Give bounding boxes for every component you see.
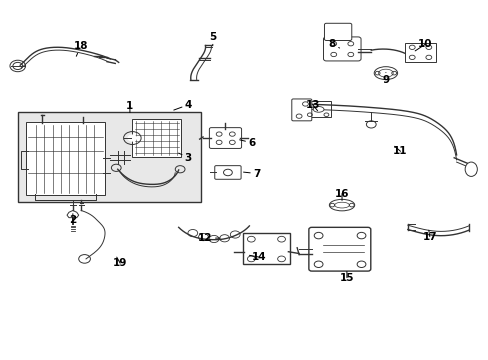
FancyBboxPatch shape <box>26 122 104 195</box>
Text: 11: 11 <box>392 146 407 156</box>
Text: 7: 7 <box>243 168 260 179</box>
Ellipse shape <box>464 162 476 176</box>
Text: 4: 4 <box>173 100 192 110</box>
Text: 13: 13 <box>305 100 319 111</box>
FancyBboxPatch shape <box>291 99 311 121</box>
Text: 15: 15 <box>339 271 353 283</box>
Text: 16: 16 <box>334 189 348 201</box>
Ellipse shape <box>378 69 392 77</box>
FancyBboxPatch shape <box>308 227 370 271</box>
Text: 9: 9 <box>382 72 388 85</box>
FancyBboxPatch shape <box>214 166 241 179</box>
FancyBboxPatch shape <box>306 102 330 117</box>
Text: 3: 3 <box>178 153 192 163</box>
Polygon shape <box>67 211 79 218</box>
Ellipse shape <box>334 202 348 208</box>
FancyBboxPatch shape <box>323 37 360 61</box>
Text: 19: 19 <box>113 257 127 268</box>
Text: 10: 10 <box>414 40 431 51</box>
FancyBboxPatch shape <box>405 43 435 62</box>
Text: 17: 17 <box>422 230 436 242</box>
FancyBboxPatch shape <box>18 112 200 202</box>
Ellipse shape <box>373 67 397 80</box>
Text: 2: 2 <box>69 214 76 225</box>
FancyBboxPatch shape <box>243 233 289 264</box>
Text: 6: 6 <box>239 138 255 148</box>
Text: 8: 8 <box>328 39 339 49</box>
FancyBboxPatch shape <box>132 119 181 157</box>
Text: 1: 1 <box>126 102 133 113</box>
FancyBboxPatch shape <box>324 23 351 41</box>
Text: 18: 18 <box>74 41 88 56</box>
Ellipse shape <box>329 199 354 211</box>
Text: 5: 5 <box>209 32 216 45</box>
FancyBboxPatch shape <box>209 128 241 148</box>
Text: 14: 14 <box>249 252 266 262</box>
Ellipse shape <box>313 107 324 112</box>
Text: 12: 12 <box>198 233 220 243</box>
Circle shape <box>127 134 137 141</box>
